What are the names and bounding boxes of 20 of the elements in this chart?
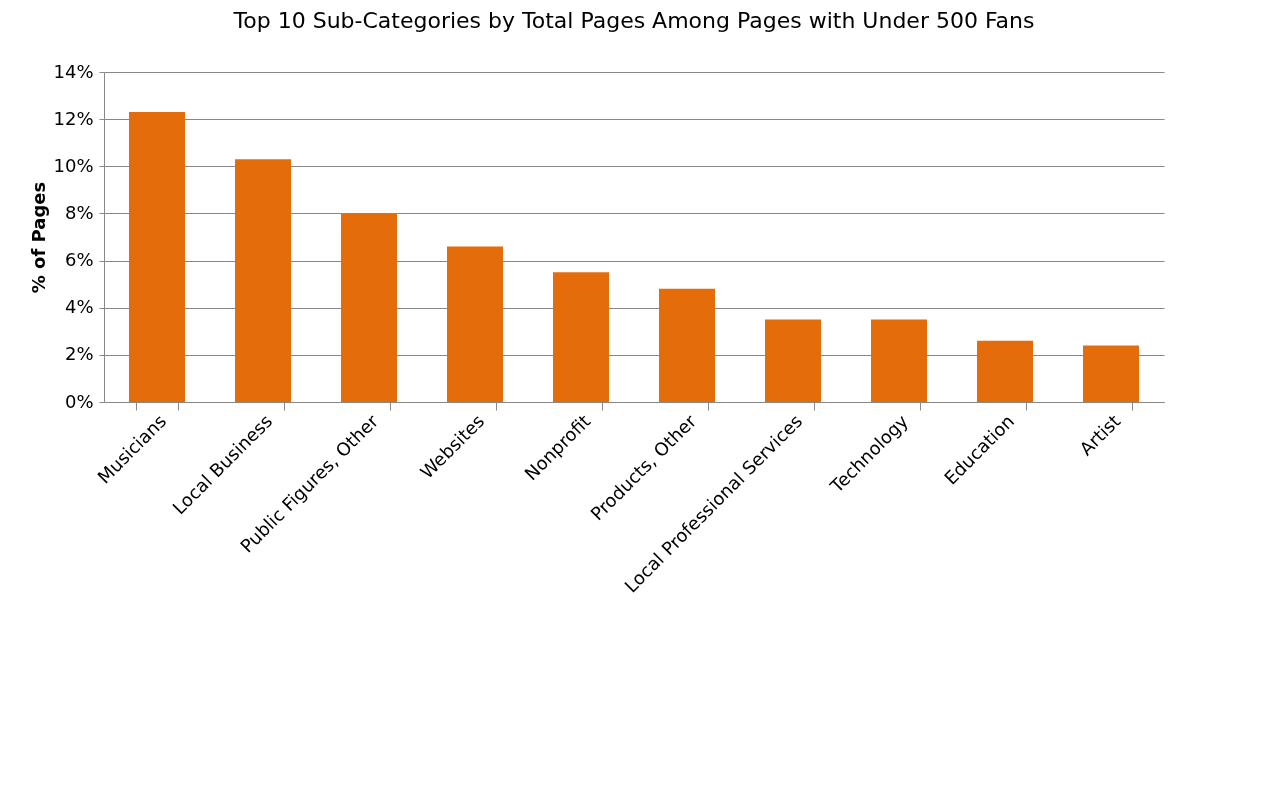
y-tick-label: 14% bbox=[53, 60, 94, 82]
bar bbox=[765, 319, 821, 402]
y-tick-label: 4% bbox=[64, 296, 94, 318]
y-tick-label: 2% bbox=[64, 343, 94, 365]
chart-title: Top 10 Sub-Categories by Total Pages Among Pages with Under 500 Fans bbox=[232, 8, 1035, 33]
y-tick-label: 6% bbox=[64, 249, 94, 271]
bar bbox=[235, 159, 291, 402]
y-tick-label: 10% bbox=[53, 154, 94, 176]
y-tick-label: 12% bbox=[53, 107, 94, 129]
bar bbox=[871, 319, 927, 402]
bar bbox=[129, 112, 185, 402]
y-tick-label: 0% bbox=[64, 390, 94, 412]
bar bbox=[447, 246, 503, 402]
y-tick-label: 8% bbox=[64, 201, 94, 223]
bar bbox=[341, 213, 397, 402]
y-axis-title: % of Pages bbox=[28, 181, 50, 294]
bar bbox=[977, 340, 1033, 402]
bar bbox=[659, 288, 715, 402]
bar bbox=[553, 272, 609, 402]
bar bbox=[1083, 345, 1139, 402]
